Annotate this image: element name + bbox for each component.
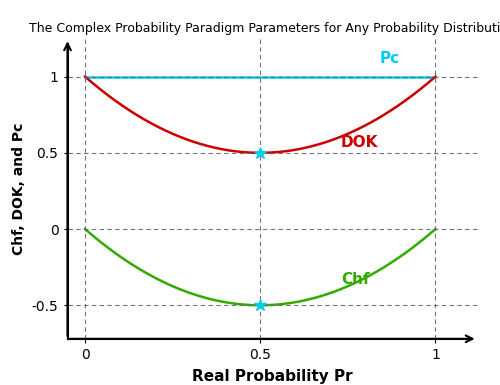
- Y-axis label: Chf, DOK, and Pc: Chf, DOK, and Pc: [12, 122, 26, 255]
- Title: The Complex Probability Paradigm Parameters for Any Probability Distribution: The Complex Probability Paradigm Paramet…: [29, 22, 500, 35]
- Text: Pc: Pc: [380, 51, 400, 66]
- X-axis label: Real Probability Pr: Real Probability Pr: [192, 369, 353, 384]
- Text: Chf: Chf: [341, 272, 370, 287]
- Text: DOK: DOK: [341, 135, 378, 150]
